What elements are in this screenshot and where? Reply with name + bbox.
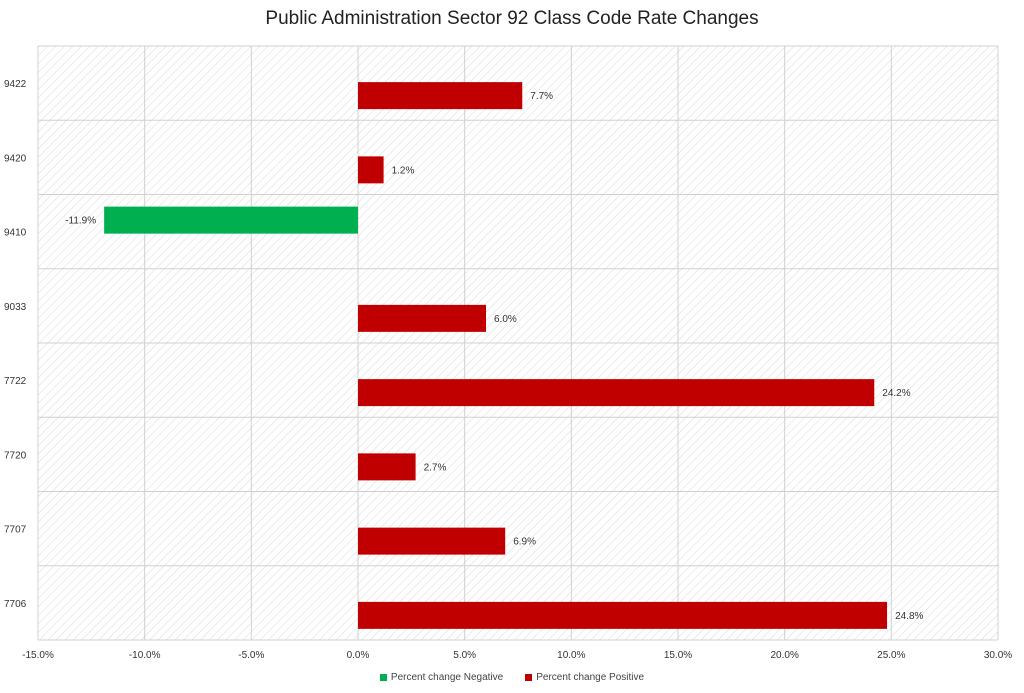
legend-item-negative: Percent change Negative <box>379 672 504 683</box>
data-label-7720: 2.7% <box>424 462 447 473</box>
data-label-9420: 1.2% <box>392 165 415 176</box>
data-label-9410: -11.9% <box>65 216 96 227</box>
legend-item-positive: Percent change Positive <box>525 672 644 683</box>
x-tick-label: 20.0% <box>770 650 798 661</box>
bar-9033 <box>358 304 486 332</box>
category-label-7720: 7720 <box>4 450 27 461</box>
x-tick-label: 10.0% <box>557 650 585 661</box>
legend-swatch-negative <box>379 674 387 681</box>
x-tick-label: 0.0% <box>347 650 370 661</box>
bar-7722 <box>358 379 875 407</box>
chart-title: Public Administration Sector 92 Class Co… <box>265 8 759 29</box>
x-tick-label: 5.0% <box>453 650 476 661</box>
category-label-9422: 9422 <box>4 79 27 90</box>
x-tick-label: 30.0% <box>984 650 1012 661</box>
data-label-7706: 24.8% <box>895 611 923 622</box>
data-label-9422: 7.7% <box>530 91 553 102</box>
bar-9420 <box>358 156 384 184</box>
legend-swatch-positive <box>525 674 533 681</box>
data-labels: -11.9% 7.7% 1.2% 6.0% 24.2% 2.7% 6.9% 24.8% <box>65 91 923 622</box>
legend: Percent change Negative Percent change P… <box>0 672 1024 683</box>
bar-9422 <box>358 82 523 110</box>
category-label-9033: 9033 <box>4 302 27 313</box>
category-labels: 9422 9420 9410 9033 7722 7720 7707 7706 <box>4 79 27 610</box>
bar-7707 <box>358 527 506 555</box>
data-label-7707: 6.9% <box>513 537 536 548</box>
gridlines <box>37 45 999 641</box>
bar-7720 <box>358 453 416 481</box>
data-label-7722: 24.2% <box>882 388 910 399</box>
bar-9410 <box>104 206 358 234</box>
category-label-7706: 7706 <box>4 599 27 610</box>
category-label-9420: 9420 <box>4 153 27 164</box>
x-tick-label: -15.0% <box>22 650 54 661</box>
x-tick-label: 15.0% <box>664 650 692 661</box>
bars <box>104 82 888 629</box>
x-tick-label: 25.0% <box>877 650 905 661</box>
bar-7706 <box>358 601 888 629</box>
data-label-9033: 6.0% <box>494 314 517 325</box>
category-label-9410: 9410 <box>4 228 27 239</box>
category-label-7722: 7722 <box>4 376 27 387</box>
x-tick-label: -10.0% <box>129 650 161 661</box>
x-tick-label: -5.0% <box>238 650 264 661</box>
x-axis-tick-labels: -15.0% -10.0% -5.0% 0.0% 5.0% 10.0% 15.0% 20.0%… <box>22 650 1012 661</box>
legend-label-negative: Percent change Negative <box>390 672 504 683</box>
legend-label-positive: Percent change Positive <box>536 672 645 683</box>
category-label-7707: 7707 <box>4 525 27 536</box>
